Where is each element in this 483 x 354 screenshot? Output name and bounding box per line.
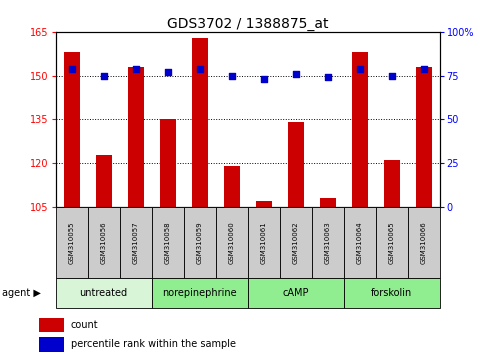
Bar [320, 198, 336, 207]
Bar [384, 160, 399, 207]
Bar [184, 207, 215, 278]
Text: norepinephrine: norepinephrine [162, 288, 237, 298]
Point [355, 66, 363, 72]
Text: GSM310064: GSM310064 [356, 221, 363, 264]
Bar [120, 207, 152, 278]
Bar [343, 278, 440, 308]
Text: GSM310062: GSM310062 [293, 221, 298, 264]
Bar [312, 207, 343, 278]
Bar [343, 207, 376, 278]
Bar [215, 207, 248, 278]
Bar [39, 337, 64, 352]
Title: GDS3702 / 1388875_at: GDS3702 / 1388875_at [167, 17, 328, 31]
Bar [64, 52, 80, 207]
Point [292, 71, 299, 77]
Bar [248, 278, 343, 308]
Text: GSM310057: GSM310057 [132, 221, 139, 264]
Bar [56, 207, 87, 278]
Point [420, 66, 427, 72]
Text: cAMP: cAMP [282, 288, 309, 298]
Text: percentile rank within the sample: percentile rank within the sample [71, 339, 236, 349]
Bar [408, 207, 440, 278]
Text: forskolin: forskolin [371, 288, 412, 298]
Bar [280, 207, 312, 278]
Text: GSM310061: GSM310061 [260, 221, 267, 264]
Text: count: count [71, 320, 98, 330]
Point [227, 73, 235, 79]
Point [196, 66, 203, 72]
Point [68, 66, 75, 72]
Text: GSM310058: GSM310058 [165, 221, 170, 264]
Text: GSM310055: GSM310055 [69, 221, 74, 264]
Bar [248, 207, 280, 278]
Bar [56, 278, 152, 308]
Bar [352, 52, 368, 207]
Point [99, 73, 107, 79]
Point [324, 75, 331, 80]
Point [388, 73, 396, 79]
Bar [192, 38, 208, 207]
Text: GSM310063: GSM310063 [325, 221, 330, 264]
Bar [96, 154, 112, 207]
Bar [152, 278, 248, 308]
Bar [256, 201, 271, 207]
Bar [39, 318, 64, 332]
Point [260, 76, 268, 82]
Text: agent ▶: agent ▶ [2, 288, 41, 298]
Bar [87, 207, 120, 278]
Text: GSM310066: GSM310066 [421, 221, 426, 264]
Text: GSM310059: GSM310059 [197, 221, 202, 264]
Text: GSM310060: GSM310060 [228, 221, 235, 264]
Text: GSM310065: GSM310065 [388, 221, 395, 264]
Bar [152, 207, 184, 278]
Bar [128, 67, 143, 207]
Bar [159, 120, 175, 207]
Bar [224, 166, 240, 207]
Bar [287, 122, 303, 207]
Point [164, 69, 171, 75]
Text: untreated: untreated [80, 288, 128, 298]
Bar [376, 207, 408, 278]
Point [132, 66, 140, 72]
Bar [415, 67, 431, 207]
Text: GSM310056: GSM310056 [100, 221, 107, 264]
